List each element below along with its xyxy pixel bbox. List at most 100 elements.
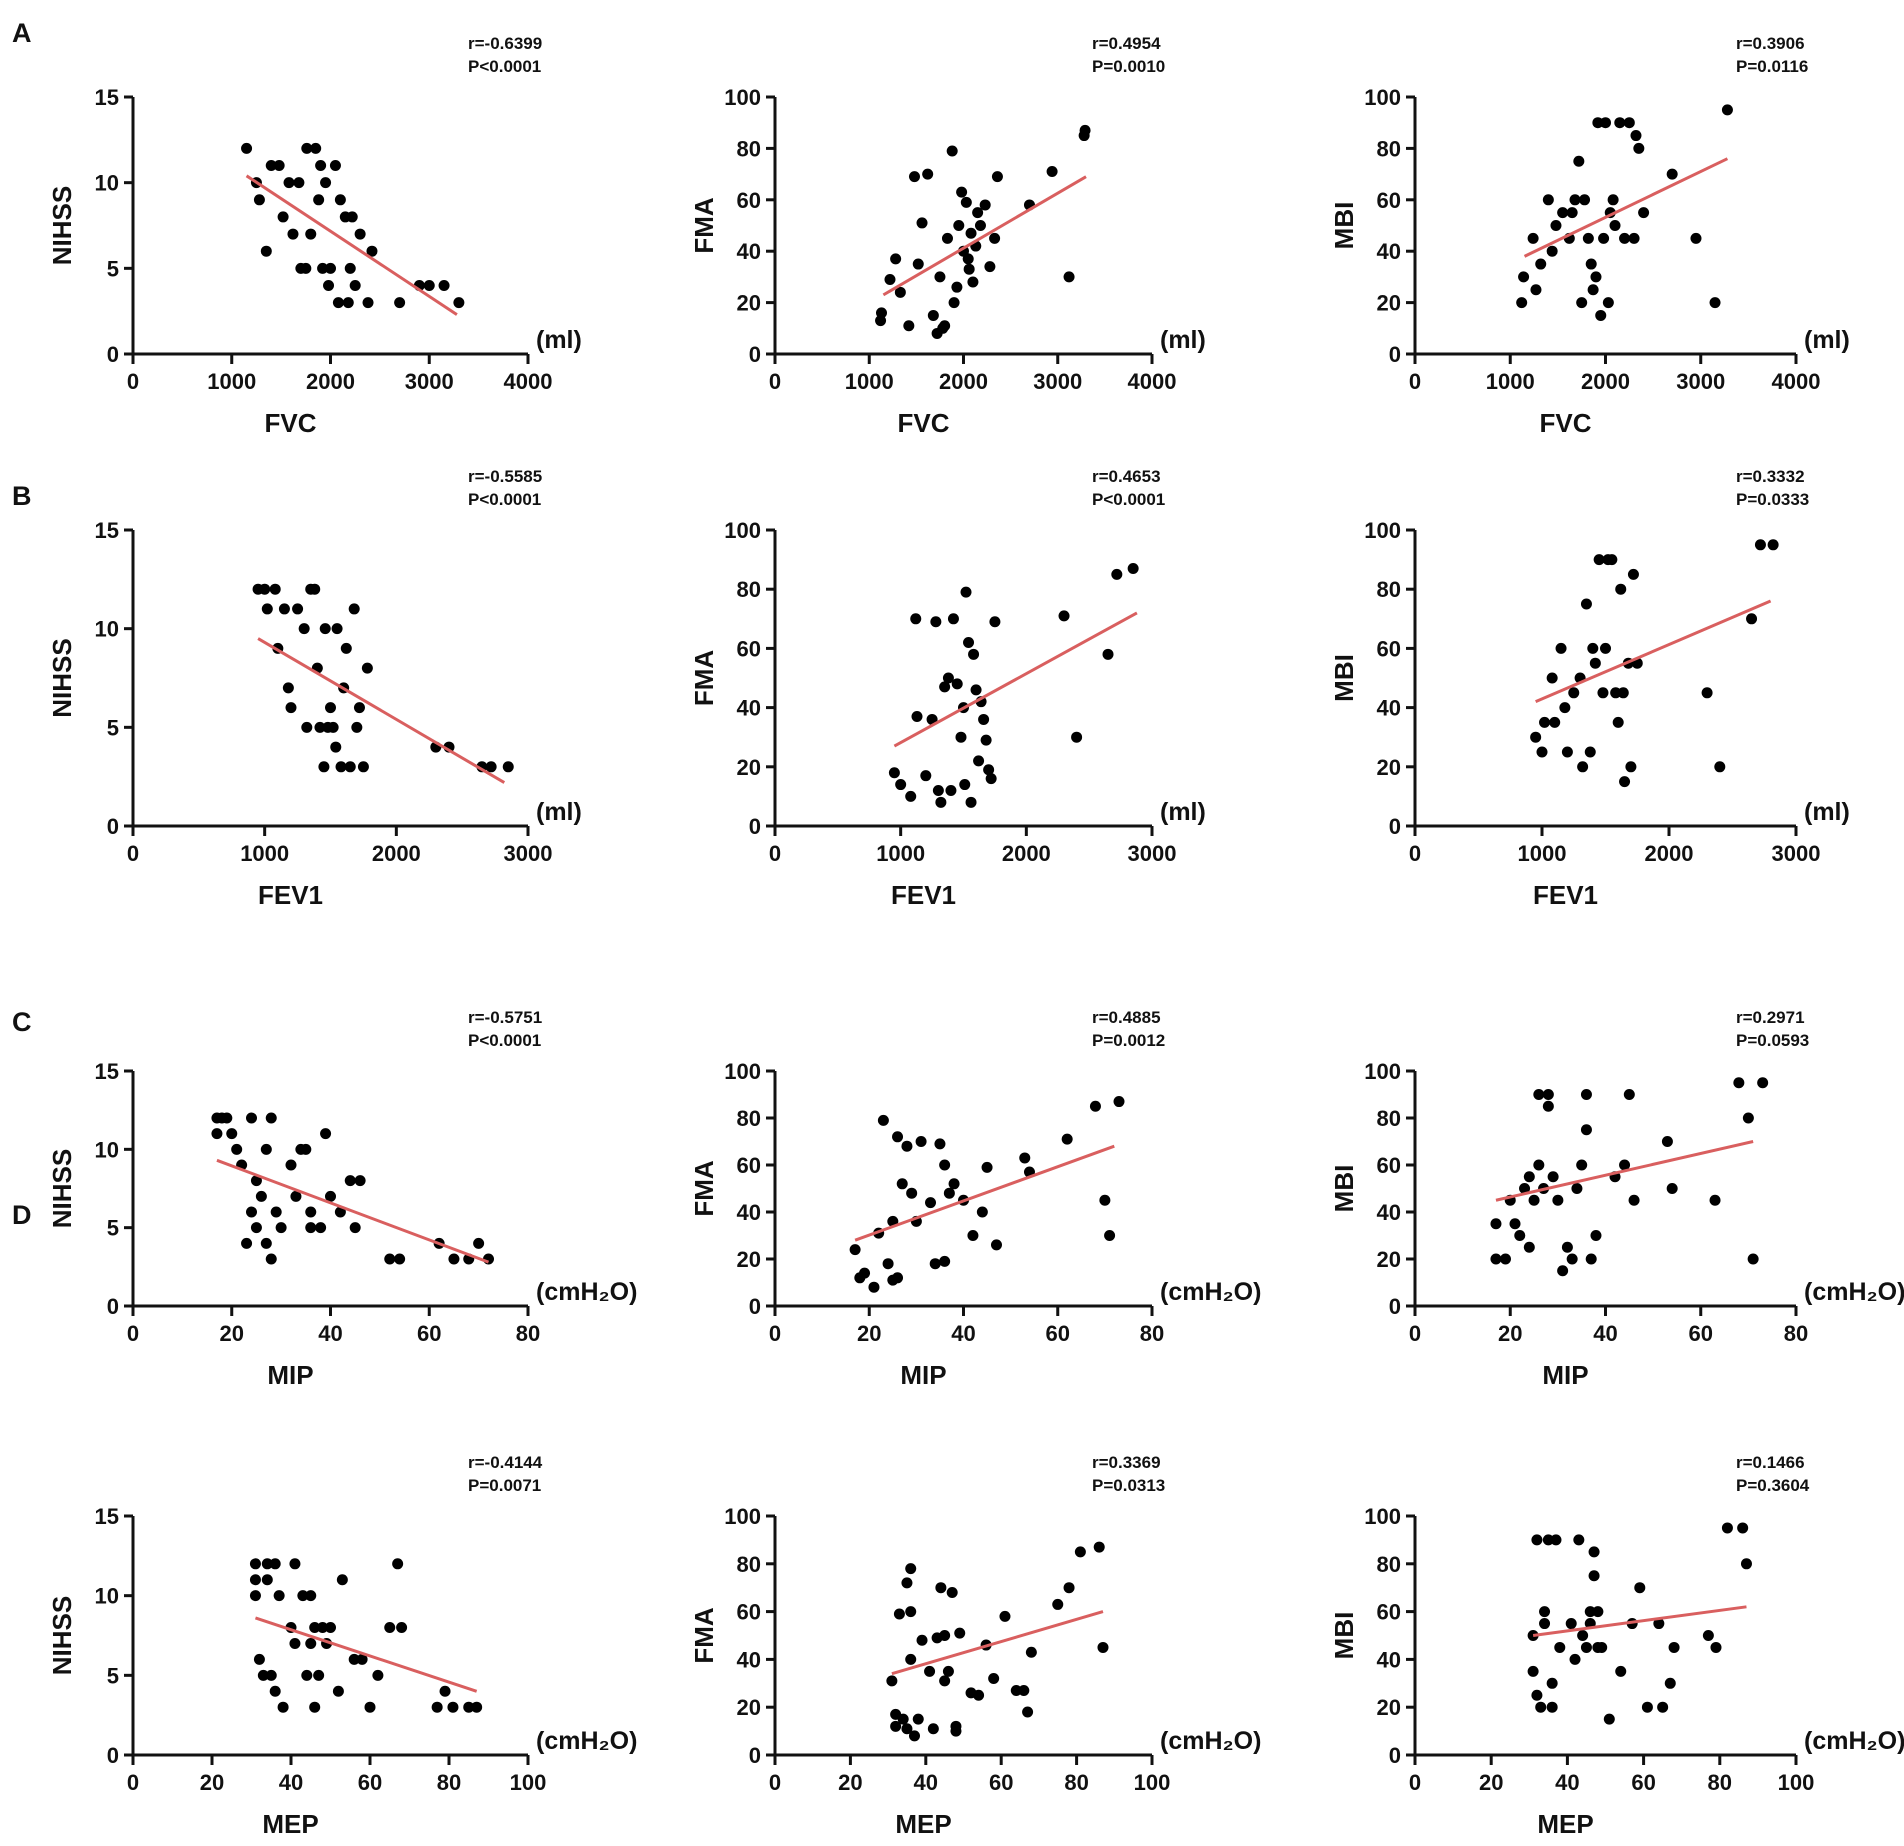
data-point [330,741,342,753]
data-point [1533,1159,1545,1171]
regression-line [1535,599,1772,704]
data-point [1063,271,1075,283]
data-point [1617,687,1629,699]
data-point [868,1281,880,1293]
y-tick-label: 60 [1377,188,1401,213]
data-point [1573,1534,1585,1546]
y-tick-label: 60 [737,1153,761,1178]
y-axis-title: FMA [689,197,719,254]
data-point [1539,716,1551,728]
data-point [255,1190,267,1202]
regression-line [245,174,458,316]
regression-line [257,637,506,784]
y-axis-title: MBI [1329,654,1359,702]
x-tick-label: 4000 [504,369,553,394]
x-tick-label: 80 [516,1321,540,1346]
y-tick-label: 0 [107,1743,119,1768]
p-value: P<0.0001 [468,1031,541,1050]
x-tick-label: 20 [1498,1321,1522,1346]
y-tick-label: 100 [724,518,761,543]
data-point [1550,1534,1562,1546]
data-point [951,281,963,293]
x-tick-label: 100 [1134,1770,1171,1795]
y-tick-label: 80 [1377,1552,1401,1577]
y-tick-label: 40 [1377,1200,1401,1225]
data-point [1588,1570,1600,1582]
data-point [911,710,923,722]
p-value: P=0.0012 [1092,1031,1165,1050]
data-point [991,171,1003,183]
x-tick-label: 0 [1409,841,1421,866]
data-point [1638,207,1650,219]
data-point [1063,1582,1075,1594]
data-point [246,1206,257,1218]
data-point [890,1720,902,1732]
data-point [893,1608,905,1620]
data-point [895,779,907,791]
y-tick-label: 0 [1389,1743,1401,1768]
data-point [269,583,281,595]
y-tick-label: 20 [1377,755,1401,780]
data-point [876,307,888,319]
data-point [318,761,330,773]
data-point [989,616,1001,628]
data-point [897,1713,909,1725]
panel-b1: 0 5 10 15 0 1000 2000 3000 FEV1 NIHSS (ml) r=-0.558… [47,467,582,910]
data-point [939,320,951,332]
x-axis-title: MIP [900,1360,946,1390]
data-point [1097,1641,1109,1653]
y-tick-label: 80 [737,577,761,602]
data-point [357,761,369,773]
data-point [1653,1618,1665,1630]
data-point [962,253,974,265]
data-point [1542,1534,1554,1546]
panel-label-b: B [12,481,32,511]
data-point [1019,1152,1031,1164]
data-point [901,1723,913,1735]
data-point [1628,232,1640,244]
data-point [960,196,972,208]
data-point [1580,1089,1592,1100]
y-tick-label: 80 [737,136,761,161]
data-point [1592,117,1604,129]
data-point [1546,1701,1558,1713]
regression-line [1532,1605,1747,1637]
data-point [277,211,289,223]
data-point [277,1701,289,1713]
x-axis-title: FEV1 [891,880,956,910]
data-point [1633,142,1645,154]
data-point [1022,1706,1034,1718]
y-tick-label: 40 [737,239,761,264]
x-tick-label: 100 [510,1770,547,1795]
y-axis-title: NIHSS [47,1596,77,1675]
data-point [950,1725,962,1737]
data-point [423,279,435,291]
data-point [946,1586,958,1598]
data-point [265,160,277,172]
data-point [301,721,313,733]
data-point [292,603,304,615]
y-tick-label: 60 [737,1600,761,1625]
data-point [346,211,358,223]
y-tick-label: 40 [1377,696,1401,721]
y-tick-label: 40 [737,696,761,721]
y-axis-title: FMA [689,650,719,707]
data-point [1627,568,1639,580]
data-point [908,171,920,183]
data-point [301,142,313,154]
x-unit-label: (ml) [1804,798,1850,826]
data-point [336,1574,348,1586]
data-point [941,232,953,244]
data-point [231,1143,243,1155]
correlation-r: r=0.3906 [1736,34,1805,53]
y-tick-label: 10 [95,171,119,196]
data-point [1733,1077,1745,1089]
data-point [1757,1077,1769,1089]
data-point [1666,1183,1678,1194]
data-point [942,672,954,684]
y-tick-label: 0 [107,342,119,367]
data-point [924,1665,936,1677]
data-point [939,681,951,693]
x-tick-label: 3000 [1772,841,1821,866]
